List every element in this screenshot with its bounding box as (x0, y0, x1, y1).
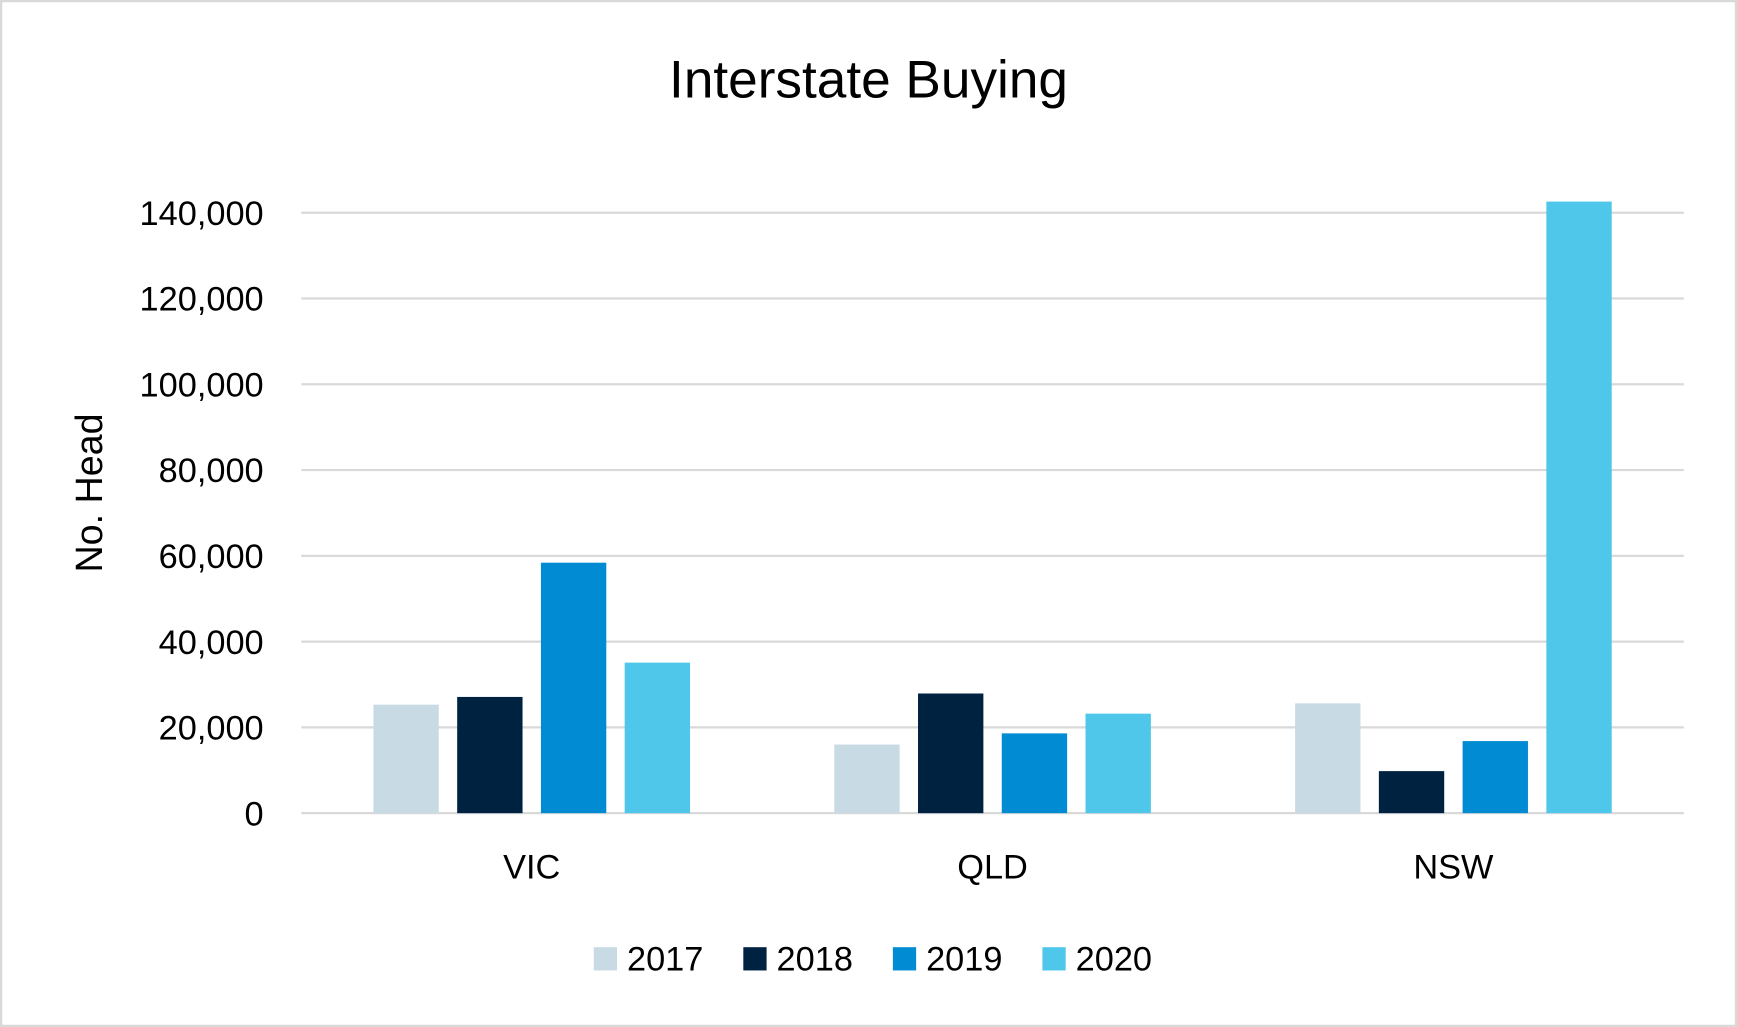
bar-qld-2019 (1001, 733, 1068, 814)
bar-nsw-2017 (1295, 703, 1361, 814)
y-tick-label: 20,000 (159, 710, 264, 748)
legend-item-2020: 2020 (1042, 940, 1152, 978)
bar-nsw-2019 (1462, 741, 1528, 814)
legend-label: 2017 (627, 940, 703, 978)
y-tick-label: 120,000 (140, 281, 264, 319)
y-tick-label: 140,000 (140, 195, 264, 233)
legend-item-2017: 2017 (593, 940, 703, 978)
y-tick-label: 60,000 (159, 538, 264, 576)
legend-item-2019: 2019 (892, 940, 1002, 978)
legend-swatch (1042, 947, 1066, 971)
bar-vic-2020 (624, 662, 691, 814)
y-tick-label: 80,000 (159, 452, 264, 490)
bar-qld-2017 (834, 744, 900, 814)
legend-label: 2019 (926, 940, 1002, 978)
legend-label: 2020 (1076, 940, 1152, 978)
y-axis-label: No. Head (68, 413, 110, 572)
x-tick-label: QLD (957, 849, 1028, 887)
bar-nsw-2018 (1378, 771, 1445, 814)
bar-vic-2017 (373, 704, 439, 814)
chart-title: Interstate Buying (669, 51, 1068, 110)
y-tick-label: 0 (245, 795, 264, 833)
legend-label: 2018 (777, 940, 853, 978)
bar-vic-2019 (540, 562, 607, 814)
legend-swatch (743, 947, 767, 971)
bar-qld-2020 (1085, 713, 1151, 814)
legend-swatch (892, 947, 917, 971)
x-tick-label: NSW (1413, 849, 1494, 887)
bar-vic-2018 (457, 696, 523, 814)
y-tick-label: 100,000 (140, 366, 264, 404)
legend-swatch (593, 947, 618, 971)
legend-item-2018: 2018 (743, 940, 853, 978)
bar-nsw-2020 (1546, 201, 1612, 814)
bar-qld-2018 (918, 693, 984, 814)
y-tick-label: 40,000 (159, 624, 264, 662)
x-tick-label: VIC (503, 849, 560, 887)
